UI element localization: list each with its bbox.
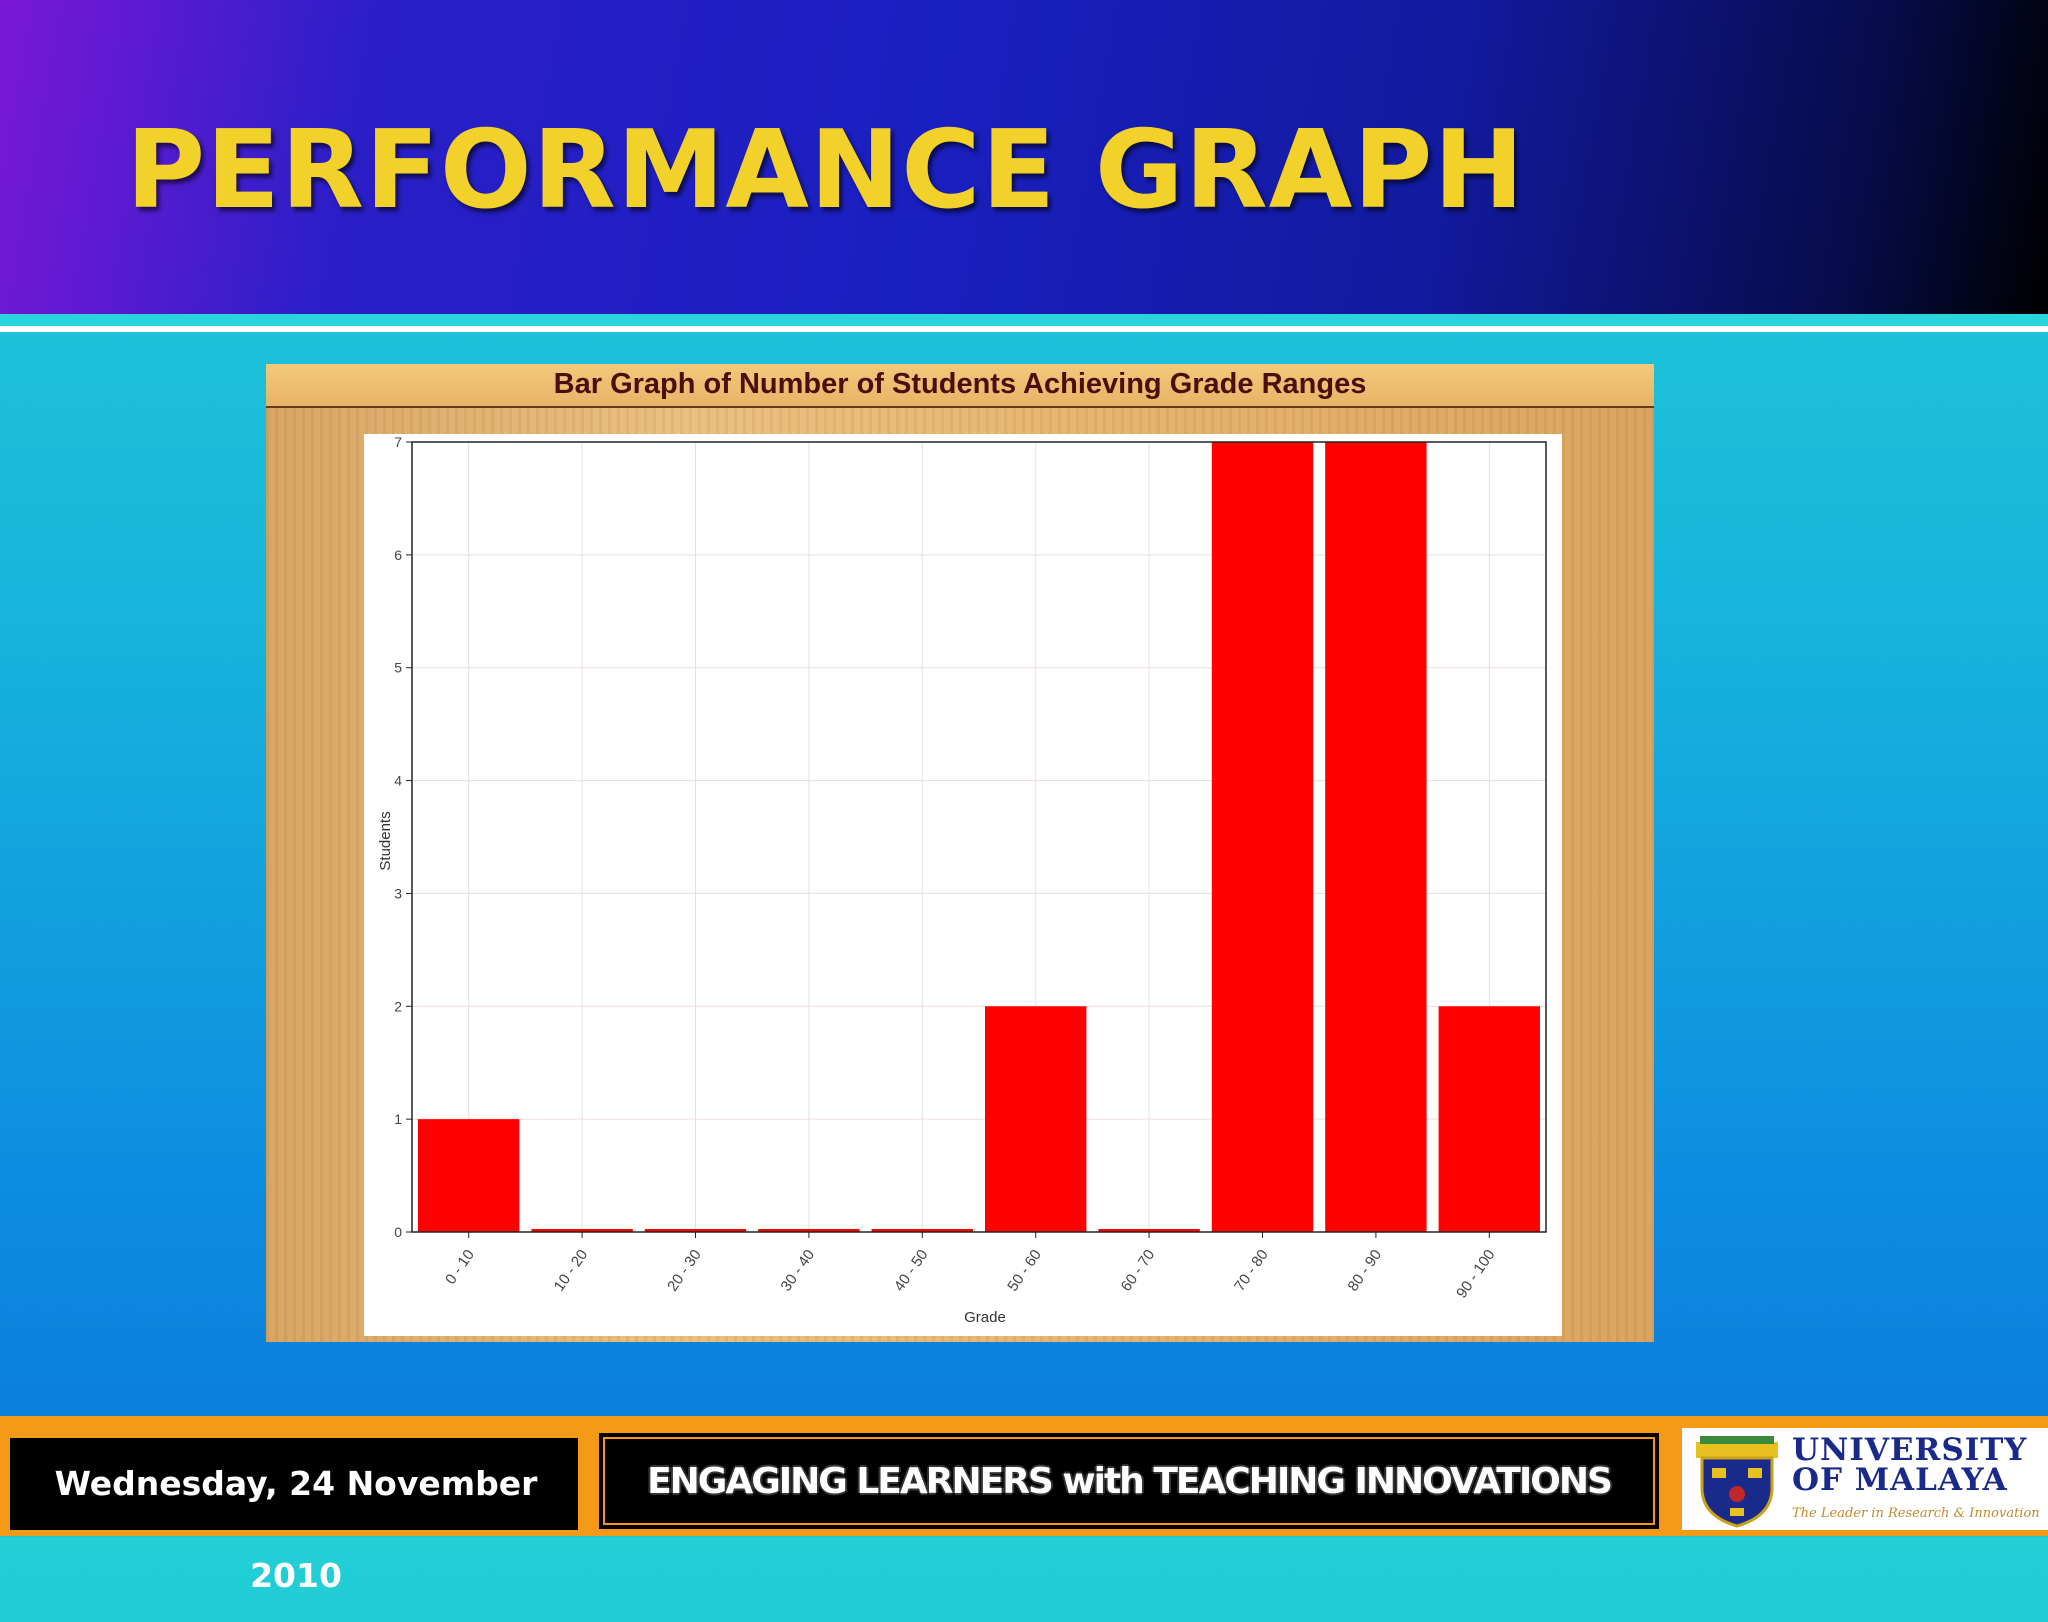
bar xyxy=(758,1229,860,1232)
bar xyxy=(418,1119,520,1232)
plot-frame xyxy=(411,441,1547,1233)
logo-text-of-malaya: OF MALAYA xyxy=(1792,1462,2008,1498)
tagline-box: ENGAGING LEARNERS with TEACHING INNOVATI… xyxy=(596,1430,1662,1532)
y-tick-label: 0 xyxy=(394,1224,402,1240)
y-tick-label: 3 xyxy=(394,885,402,901)
y-tick-label: 2 xyxy=(394,998,402,1014)
x-tick-label: 0 - 10 xyxy=(442,1247,478,1288)
y-tick-label: 5 xyxy=(394,660,402,676)
x-tick-label: 70 - 80 xyxy=(1231,1247,1272,1295)
x-tick-label: 60 - 70 xyxy=(1118,1247,1159,1295)
date-box: Wednesday, 24 November 2010 xyxy=(8,1436,580,1595)
x-tick-label: 80 - 90 xyxy=(1344,1247,1385,1295)
bar xyxy=(1325,442,1427,1232)
x-tick-label: 50 - 60 xyxy=(1004,1247,1045,1295)
x-tick-label: 30 - 40 xyxy=(777,1247,818,1295)
y-tick-label: 1 xyxy=(394,1111,402,1127)
footer-tagline: ENGAGING LEARNERS with TEACHING INNOVATI… xyxy=(647,1461,1613,1502)
x-tick-label: 40 - 50 xyxy=(891,1247,932,1295)
x-axis-label: Grade xyxy=(964,1309,1006,1326)
chart-title-bar: Bar Graph of Number of Students Achievin… xyxy=(266,364,1654,408)
bar xyxy=(531,1229,633,1232)
footer-date: Wednesday, 24 November 2010 xyxy=(54,1464,538,1595)
bar xyxy=(871,1229,973,1232)
y-axis-label: Students xyxy=(377,811,394,870)
x-tick-label: 10 - 20 xyxy=(551,1247,592,1295)
x-tick-label: 20 - 30 xyxy=(664,1247,705,1295)
slide-header: PERFORMANCE GRAPH xyxy=(0,0,2048,314)
crest-icon xyxy=(1696,1436,1778,1528)
y-tick-label: 7 xyxy=(394,434,402,450)
y-tick-label: 4 xyxy=(394,773,402,789)
bar xyxy=(985,1006,1087,1232)
bar xyxy=(1438,1006,1540,1232)
x-tick-label: 90 - 100 xyxy=(1453,1247,1498,1302)
bar xyxy=(644,1229,747,1232)
bar xyxy=(1211,442,1314,1232)
bar xyxy=(1098,1229,1200,1232)
y-tick-label: 6 xyxy=(394,547,402,563)
slide-title: PERFORMANCE GRAPH xyxy=(126,108,1525,233)
header-divider-white xyxy=(0,326,2048,332)
chart-title: Bar Graph of Number of Students Achievin… xyxy=(553,368,1367,400)
plot-panel: 0 1 2 3 4 5 6 7 0 - 10 10 - 20 20 - 30 30 - 40 40 - … xyxy=(364,434,1562,1336)
university-logo: UNIVERSITY OF MALAYA The Leader in Resea… xyxy=(1676,1422,2048,1536)
bar-chart: 0 1 2 3 4 5 6 7 0 - 10 10 - 20 20 - 30 30 - 40 40 - … xyxy=(377,434,1547,1326)
chart-frame: Bar Graph of Number of Students Achievin… xyxy=(266,364,1654,1342)
tagline-inner-border: ENGAGING LEARNERS with TEACHING INNOVATI… xyxy=(603,1437,1655,1525)
header-divider xyxy=(0,314,2048,326)
logo-text-university: UNIVERSITY xyxy=(1792,1432,2028,1468)
logo-motto: The Leader in Research & Innovation xyxy=(1792,1506,2040,1521)
